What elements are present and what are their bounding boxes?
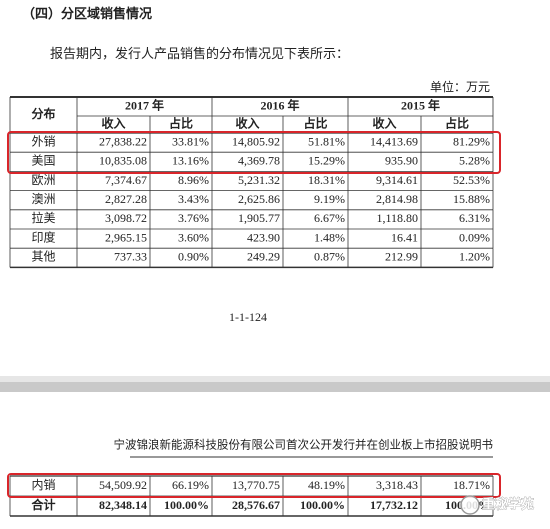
table-cell: 2,827.28 bbox=[105, 192, 147, 206]
page-number: 1-1-124 bbox=[229, 310, 267, 324]
page-break bbox=[0, 382, 550, 392]
table-cell: 48.19% bbox=[308, 478, 345, 492]
table-cell: 82,348.14 bbox=[99, 498, 147, 512]
watermark: 重秘学苑 bbox=[482, 497, 534, 513]
page-break bbox=[0, 376, 550, 382]
row-label: 印度 bbox=[31, 229, 55, 244]
header-cell: 分布 bbox=[31, 106, 55, 121]
table-cell: 17,732.12 bbox=[370, 498, 418, 512]
row-label: 拉美 bbox=[31, 210, 55, 225]
table-cell: 66.19% bbox=[172, 478, 209, 492]
table-cell: 5.28% bbox=[459, 154, 490, 168]
table-cell: 0.90% bbox=[178, 250, 209, 264]
table-cell: 3.60% bbox=[178, 230, 209, 244]
table-cell: 3.43% bbox=[178, 192, 209, 206]
intro: 报告期内，发行人产品销售的分布情况见下表所示： bbox=[50, 46, 349, 61]
row-label: 内销 bbox=[31, 478, 55, 492]
table-cell: 0.87% bbox=[314, 250, 345, 264]
row-label: 合计 bbox=[31, 497, 55, 512]
table-cell: 27,838.22 bbox=[99, 134, 147, 148]
table-cell: 1.20% bbox=[459, 250, 490, 264]
table-cell: 1.48% bbox=[314, 230, 345, 244]
table-cell: 10,835.08 bbox=[99, 154, 147, 168]
table-cell: 7,374.67 bbox=[105, 173, 147, 187]
highlight-box bbox=[7, 131, 501, 174]
table-cell: 100.00% bbox=[164, 498, 209, 512]
row-label: 美国 bbox=[31, 154, 55, 168]
table-cell: 212.99 bbox=[385, 250, 418, 264]
table-cell: 2,814.98 bbox=[376, 192, 418, 206]
header-cell: 2016 年 bbox=[260, 97, 299, 112]
table-cell: 15.88% bbox=[453, 192, 490, 206]
table-cell: 935.90 bbox=[385, 154, 418, 168]
table-cell: 0.09% bbox=[459, 230, 490, 244]
table-cell: 54,509.92 bbox=[99, 478, 147, 492]
table-cell: 5,231.32 bbox=[238, 173, 280, 187]
table-cell: 100.00% bbox=[300, 498, 345, 512]
table-cell: 2,625.86 bbox=[238, 192, 280, 206]
watermark-icon bbox=[460, 495, 480, 515]
header-cell: 收入 bbox=[235, 115, 259, 130]
table-cell: 8.96% bbox=[178, 173, 209, 187]
table-cell: 3,098.72 bbox=[105, 211, 147, 225]
table-cell: 28,576.67 bbox=[232, 498, 280, 512]
unit: 单位：万元 bbox=[430, 79, 490, 94]
table-cell: 51.81% bbox=[308, 134, 345, 148]
header-cell: 占比 bbox=[445, 115, 469, 130]
running-header: 宁波锦浪新能源科技股份有限公司首次公开发行并在创业板上市招股说明书 bbox=[114, 438, 494, 452]
table-cell: 3.76% bbox=[178, 211, 209, 225]
row-label: 欧洲 bbox=[31, 173, 55, 187]
header-cell: 2017 年 bbox=[125, 97, 164, 112]
heading: （四）分区域销售情况 bbox=[22, 6, 152, 21]
table-cell: 18.31% bbox=[308, 173, 345, 187]
table-cell: 6.67% bbox=[314, 211, 345, 225]
header-cell: 收入 bbox=[101, 115, 125, 130]
header-cell: 收入 bbox=[372, 115, 396, 130]
table-cell: 81.29% bbox=[453, 134, 490, 148]
table-cell: 6.31% bbox=[459, 211, 490, 225]
table-cell: 14,805.92 bbox=[232, 134, 280, 148]
table-cell: 15.29% bbox=[308, 154, 345, 168]
table-cell: 14,413.69 bbox=[370, 134, 418, 148]
table-cell: 52.53% bbox=[453, 173, 490, 187]
row-label: 外销 bbox=[31, 134, 55, 148]
table-cell: 18.71% bbox=[453, 478, 490, 492]
table-cell: 1,118.80 bbox=[376, 211, 418, 225]
header-cell: 占比 bbox=[303, 115, 327, 130]
header-cell: 2015 年 bbox=[401, 97, 440, 112]
highlight-box bbox=[7, 473, 501, 498]
row-label: 澳洲 bbox=[31, 192, 55, 206]
table-cell: 33.81% bbox=[172, 134, 209, 148]
table-cell: 9.19% bbox=[314, 192, 345, 206]
table-cell: 13.16% bbox=[172, 154, 209, 168]
table-cell: 16.41 bbox=[391, 230, 418, 244]
table-cell: 13,770.75 bbox=[232, 478, 280, 492]
table-cell: 4,369.78 bbox=[238, 154, 280, 168]
table-cell: 2,965.15 bbox=[105, 230, 147, 244]
table-cell: 3,318.43 bbox=[376, 478, 418, 492]
table-cell: 249.29 bbox=[247, 250, 280, 264]
table-cell: 737.33 bbox=[114, 250, 147, 264]
table-cell: 1,905.77 bbox=[238, 211, 280, 225]
table-cell: 9,314.61 bbox=[376, 173, 418, 187]
header-cell: 占比 bbox=[169, 115, 193, 130]
row-label: 其他 bbox=[31, 250, 55, 264]
table-cell: 423.90 bbox=[247, 230, 280, 244]
